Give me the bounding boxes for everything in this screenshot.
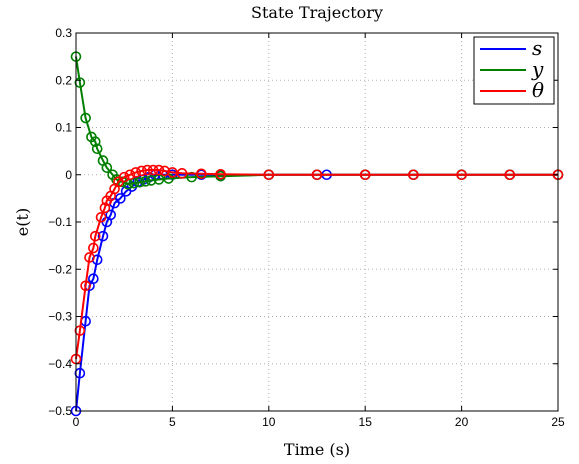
y-tick-label: 0.2 [55, 73, 72, 87]
y-axis-label: e(t) [13, 208, 32, 236]
y-tick-label: 0.1 [55, 121, 72, 135]
legend: syθ [474, 36, 554, 104]
y-tick-label: −0.3 [48, 310, 72, 324]
legend-label: θ [532, 78, 544, 102]
x-axis-label: Time (s) [284, 440, 350, 459]
x-tick-label: 10 [262, 415, 276, 429]
x-tick-label: 15 [359, 415, 373, 429]
y-tick-label: −0.1 [48, 215, 72, 229]
x-tick-label: 0 [73, 415, 80, 429]
x-tick-label: 5 [169, 415, 176, 429]
y-tick-label: 0 [65, 168, 72, 182]
x-tick-label: 20 [455, 415, 469, 429]
y-tick-label: −0.4 [48, 357, 72, 371]
y-tick-label: −0.5 [48, 404, 72, 418]
x-tick-label: 25 [551, 415, 565, 429]
y-tick-label: 0.3 [55, 26, 72, 40]
y-tick-label: −0.2 [48, 262, 72, 276]
chart-title: State Trajectory [251, 3, 383, 22]
